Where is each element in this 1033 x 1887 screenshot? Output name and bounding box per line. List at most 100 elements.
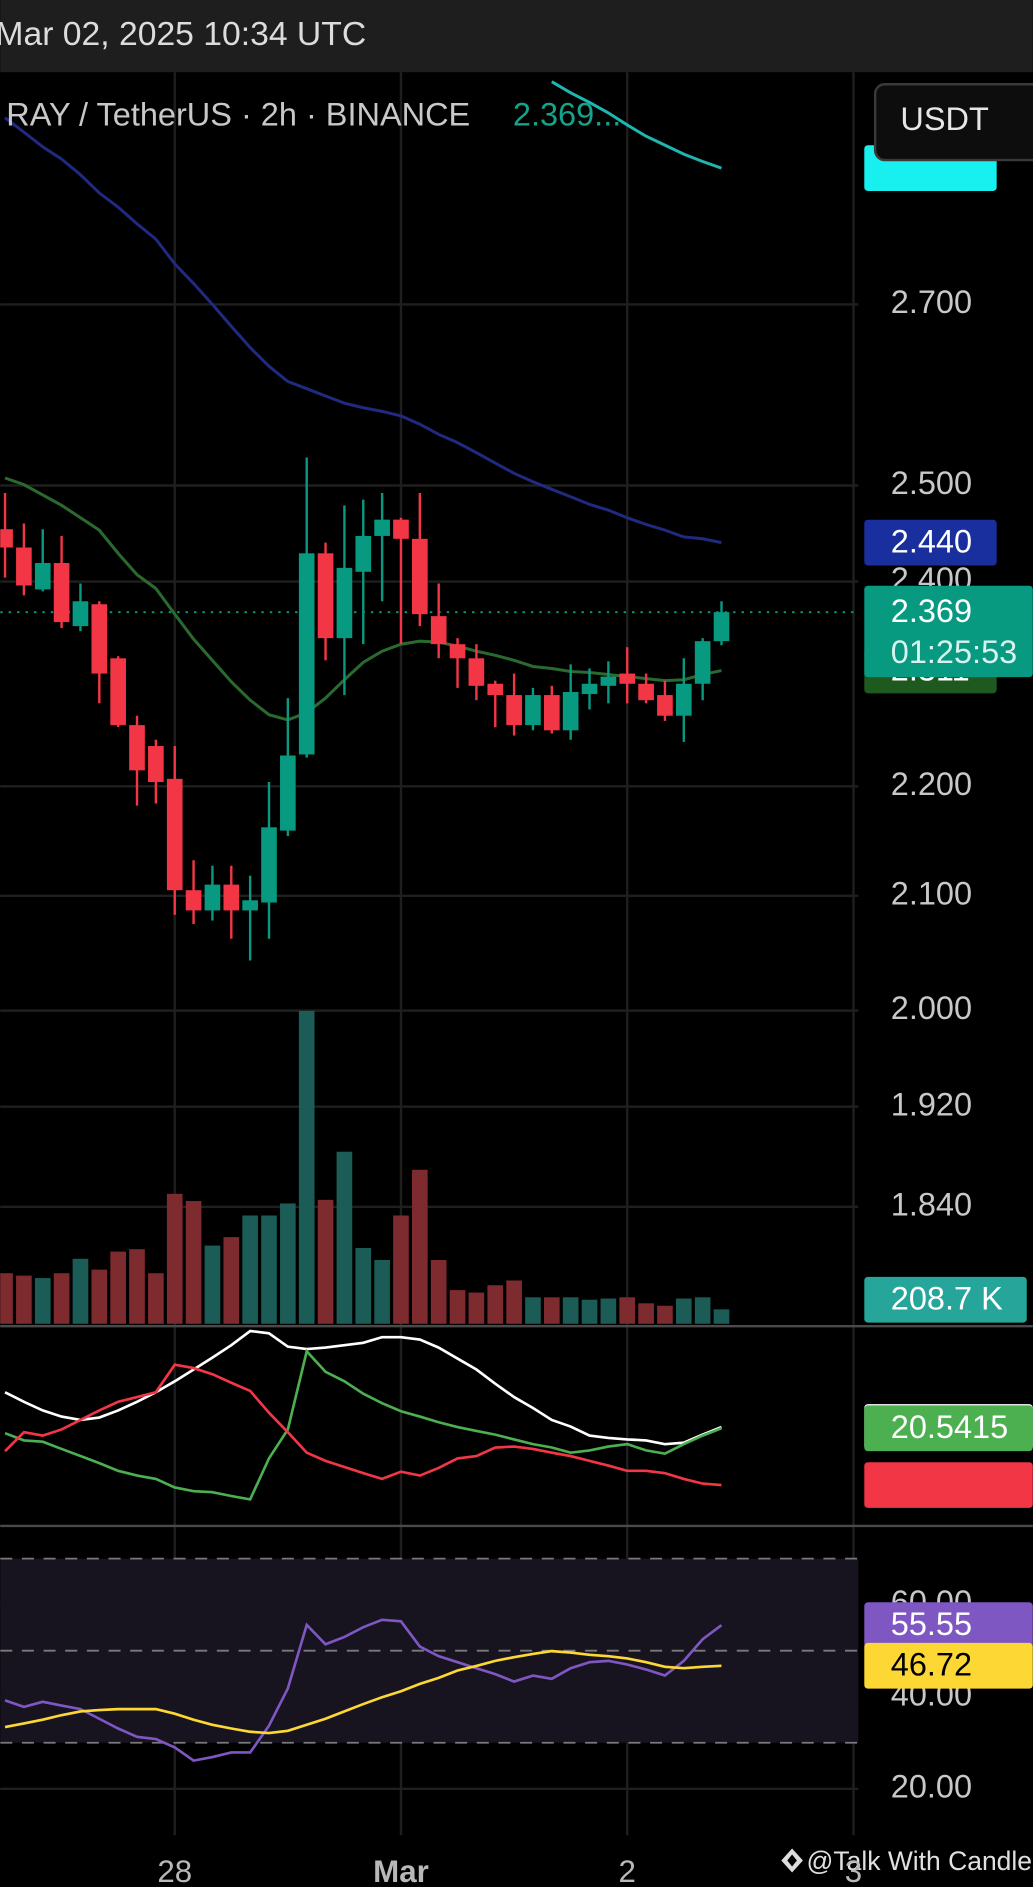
candle-body: [355, 535, 372, 572]
pane: [0, 1557, 859, 1763]
candle-body: [506, 695, 522, 726]
candle-body: [110, 658, 126, 726]
volume-bar: [0, 1273, 13, 1324]
currency-label[interactable]: USDT: [900, 101, 989, 137]
candle-body: [412, 538, 428, 615]
volume-bar: [506, 1280, 522, 1324]
legend-price: 2.369...: [513, 96, 621, 132]
volume-bar: [468, 1292, 485, 1324]
candle-body: [317, 553, 334, 639]
pane: [0, 80, 859, 1324]
volume-bar: [223, 1237, 240, 1324]
candle-body: [449, 644, 466, 659]
volume-bar: [204, 1245, 221, 1324]
candle-body: [298, 553, 315, 755]
y-tick-label: 1.920: [891, 1086, 972, 1122]
volume-bar: [355, 1247, 372, 1324]
candle-body: [430, 616, 447, 645]
moving-average: [4, 476, 722, 722]
indicator-line: [4, 1329, 722, 1446]
volume-bar: [562, 1297, 579, 1324]
volume-bar: [694, 1297, 711, 1324]
candle-body: [487, 683, 504, 696]
candle-body: [91, 604, 108, 674]
volume-bar: [374, 1260, 390, 1324]
volume-bar: [713, 1309, 730, 1324]
volume-value-label-box: [864, 1276, 1027, 1323]
volume-bar: [16, 1275, 32, 1324]
x-tick-label: 28: [157, 1854, 192, 1887]
watermark: @Talk With Candle: [807, 1846, 1032, 1876]
volume-bar: [543, 1297, 560, 1324]
candle-body: [16, 547, 32, 586]
x-tick-label: 3: [845, 1854, 862, 1887]
candle-body: [166, 778, 183, 891]
volume-bar: [91, 1269, 108, 1324]
indicator-value-label: 20.5415: [891, 1409, 1008, 1445]
volume-bar: [581, 1299, 598, 1324]
volume-bar: [110, 1251, 126, 1324]
volume-bar: [280, 1203, 296, 1324]
indicator-value-label-box: [864, 1642, 1033, 1689]
y-tick-label: 20.00: [891, 1768, 972, 1804]
volume-bar: [317, 1199, 334, 1324]
header-bar: [0, 0, 1033, 73]
volume-bar: [148, 1273, 164, 1324]
candle-body: [261, 827, 277, 903]
volume-value-label: 208.7 K: [891, 1281, 1003, 1317]
candle-body: [72, 601, 89, 627]
candle-body: [562, 691, 579, 731]
volume-bar: [72, 1258, 89, 1324]
volume-bar: [242, 1215, 258, 1324]
candle-body: [543, 695, 560, 731]
candle-body: [657, 695, 673, 716]
volume-bar: [487, 1285, 504, 1324]
indicator-value-label-box: [864, 1602, 1033, 1649]
candle-body: [600, 676, 617, 686]
candle-body: [53, 563, 70, 623]
x-tick-label: 2: [619, 1854, 636, 1887]
candle-body: [129, 725, 145, 771]
volume-bar: [600, 1298, 617, 1324]
candle-body: [393, 519, 409, 539]
overlay-value-label: 2.440: [891, 523, 972, 559]
y-tick-label: 2.200: [891, 766, 972, 802]
volume-bar: [53, 1273, 70, 1324]
candle-body: [468, 658, 485, 686]
candle-body: [336, 567, 353, 639]
x-tick-label: Mar: [373, 1854, 429, 1887]
indicator-value-label: 55.55: [891, 1606, 972, 1642]
data-layer: [0, 80, 1033, 1763]
y-tick-label: 1.840: [891, 1186, 972, 1222]
overlay-value-label-box: [864, 519, 997, 566]
volume-bar: [336, 1151, 353, 1324]
candle-body: [525, 695, 541, 726]
y-tick-label: 2.500: [891, 465, 972, 501]
header-datetime: Mar 02, 2025 10:34 UTC: [0, 16, 366, 53]
volume-bar: [449, 1290, 466, 1324]
pane: [4, 1329, 722, 1501]
candle-body: [619, 673, 636, 684]
candle-body: [638, 683, 654, 701]
volume-bar: [34, 1278, 51, 1324]
volume-bar: [129, 1249, 145, 1324]
indicator-line: [4, 1649, 722, 1735]
y-tick-label: 2.700: [891, 284, 972, 320]
countdown-label: 01:25:53: [891, 634, 1017, 670]
volume-bar: [619, 1297, 636, 1324]
indicator-value-label-box: [864, 1405, 1033, 1452]
indicator-value-label-box: [864, 1462, 1033, 1508]
volume-bar: [185, 1201, 202, 1324]
volume-bar: [638, 1303, 654, 1324]
volume-bar: [393, 1215, 409, 1324]
candle-body: [204, 884, 221, 911]
currency-button[interactable]: [873, 83, 1033, 162]
y-tick-label: 2.100: [891, 875, 972, 911]
volume-bar: [525, 1297, 541, 1324]
moving-average: [551, 80, 722, 170]
volume-bar: [412, 1169, 428, 1324]
legend: RAY / TetherUS · 2h · BINANCE: [6, 96, 470, 132]
